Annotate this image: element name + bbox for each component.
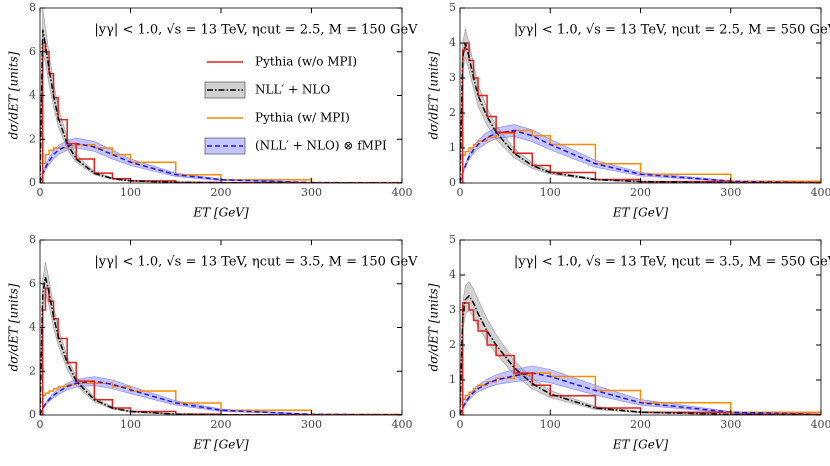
- x-axis-label: ET [GeV]: [612, 438, 669, 452]
- annotation: |yγ| < 1.0, √s = 13 TeV, ηcut = 2.5, M =…: [514, 23, 830, 38]
- x-tick-label: 300: [720, 418, 741, 431]
- x-tick-label: 100: [120, 418, 141, 431]
- legend-label: (NLL′ + NLO) ⊗ fMPI: [255, 139, 387, 153]
- x-tick-label: 200: [211, 186, 232, 199]
- y-tick-label: 1: [449, 373, 456, 386]
- uncertainty-band: [460, 365, 821, 415]
- legend-band: [204, 81, 246, 99]
- uncertainty-band: [40, 137, 402, 183]
- y-tick-label: 5: [449, 233, 456, 246]
- legend-label: Pythia (w/o MPI): [255, 55, 357, 69]
- x-tick-label: 400: [811, 186, 830, 199]
- y-tick-label: 3: [449, 71, 456, 84]
- y-tick-label: 0: [29, 176, 36, 189]
- y-tick-label: 8: [29, 1, 36, 14]
- plot-area: [460, 281, 821, 415]
- curve: [40, 277, 402, 415]
- y-tick-label: 0: [449, 176, 456, 189]
- y-tick-label: 6: [29, 277, 36, 290]
- uncertainty-band: [460, 28, 821, 183]
- x-tick-label: 0: [457, 186, 464, 199]
- x-tick-label: 400: [392, 186, 413, 199]
- x-axis-label: ET [GeV]: [612, 206, 669, 220]
- step-line: [460, 42, 821, 183]
- step-line: [460, 372, 821, 415]
- legend-label: Pythia (w/ MPI): [255, 111, 350, 125]
- x-axis-label: ET [GeV]: [192, 438, 249, 452]
- y-tick-label: 0: [29, 408, 36, 421]
- uncertainty-band: [460, 281, 821, 415]
- y-tick-label: 0: [449, 408, 456, 421]
- y-tick-label: 5: [449, 1, 456, 14]
- x-tick-label: 0: [37, 418, 44, 431]
- x-tick-label: 300: [301, 418, 322, 431]
- x-tick-label: 100: [540, 186, 561, 199]
- curve: [460, 372, 821, 415]
- y-axis-label: dσ/dET [units]: [7, 283, 21, 371]
- x-tick-label: 400: [811, 418, 830, 431]
- curve: [40, 380, 402, 415]
- x-tick-label: 300: [720, 186, 741, 199]
- y-tick-label: 6: [29, 45, 36, 58]
- y-tick-label: 2: [449, 106, 456, 119]
- plot-area: [460, 28, 821, 183]
- y-tick-label: 2: [29, 364, 36, 377]
- plot-area: [40, 261, 402, 415]
- y-tick-label: 4: [29, 89, 36, 102]
- y-tick-label: 2: [449, 338, 456, 351]
- x-tick-label: 300: [301, 186, 322, 199]
- annotation: |yγ| < 1.0, √s = 13 TeV, ηcut = 3.5, M =…: [514, 255, 830, 270]
- x-tick-label: 100: [540, 418, 561, 431]
- y-axis-label: dσ/dET [units]: [7, 51, 21, 139]
- curve: [460, 42, 821, 183]
- uncertainty-band: [40, 261, 402, 415]
- x-tick-label: 100: [120, 186, 141, 199]
- y-tick-label: 2: [29, 132, 36, 145]
- legend-label: NLL′ + NLO: [255, 83, 330, 97]
- y-tick-label: 4: [449, 36, 456, 49]
- y-tick-label: 1: [449, 141, 456, 154]
- x-tick-label: 200: [630, 186, 651, 199]
- x-tick-label: 0: [457, 418, 464, 431]
- x-axis-label: ET [GeV]: [192, 206, 249, 220]
- y-tick-label: 4: [29, 321, 36, 334]
- y-tick-label: 8: [29, 233, 36, 246]
- curve: [460, 129, 821, 183]
- y-tick-label: 4: [449, 268, 456, 281]
- y-axis-label: dσ/dET [units]: [427, 283, 441, 371]
- x-tick-label: 200: [630, 418, 651, 431]
- x-tick-label: 0: [37, 186, 44, 199]
- annotation: |yγ| < 1.0, √s = 13 TeV, ηcut = 2.5, M =…: [94, 23, 418, 38]
- x-tick-label: 200: [211, 418, 232, 431]
- y-axis-label: dσ/dET [units]: [427, 51, 441, 139]
- curve: [460, 294, 821, 415]
- step-line: [40, 287, 402, 415]
- x-tick-label: 400: [392, 418, 413, 431]
- annotation: |yγ| < 1.0, √s = 13 TeV, ηcut = 3.5, M =…: [94, 255, 418, 270]
- y-tick-label: 3: [449, 303, 456, 316]
